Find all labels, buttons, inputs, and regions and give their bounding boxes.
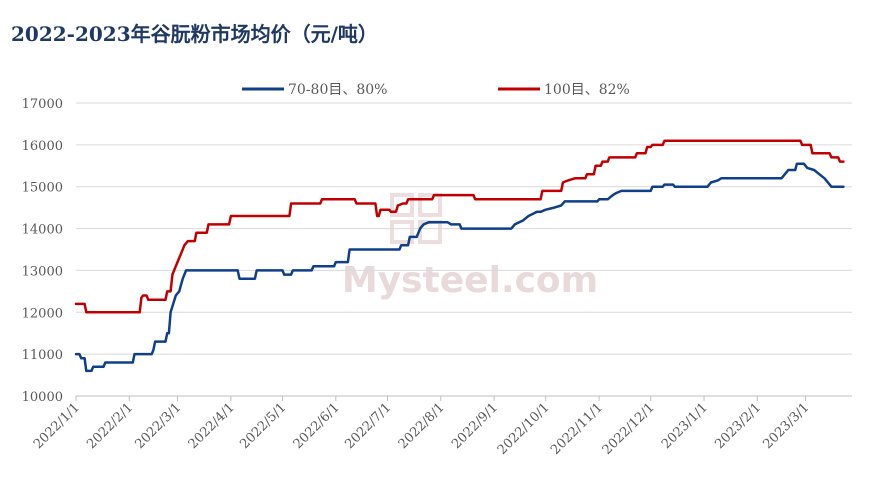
x-tick-label: 2022/8/1 [396,400,448,452]
x-tick-label: 2022/1/1 [31,400,83,452]
watermark-text: Mysteel.com [342,260,598,301]
x-tick-label: 2023/2/1 [712,400,764,452]
watermark-logo-box [418,193,442,217]
y-tick-label: 16000 [22,139,63,154]
x-tick-label: 2022/9/1 [449,400,501,452]
x-tick-label: 2022/5/1 [237,400,289,452]
y-tick-label: 15000 [22,181,63,196]
x-tick-label: 2022/2/1 [84,400,136,452]
x-tick-label: 2023/1/1 [659,400,711,452]
y-tick-label: 13000 [22,264,63,279]
x-tick-label: 2022/11/1 [548,400,606,458]
x-tick-label: 2022/10/1 [495,400,553,458]
watermark-logo-box [390,220,414,244]
x-tick-label: 2023/3/1 [760,400,812,452]
y-tick-label: 14000 [22,223,63,238]
chart-title: 2022-2023年谷朊粉市场均价（元/吨） [11,22,378,46]
x-tick-label: 2022/4/1 [186,400,238,452]
y-tick-label: 10000 [22,390,63,405]
legend-label-2: 100目、82% [544,82,630,98]
y-tick-label: 12000 [22,306,63,321]
series-line-1 [74,162,845,373]
x-tick-label: 2022/12/1 [600,400,658,458]
x-tick-label: 2022/7/1 [342,400,394,452]
x-tick-label: 2022/3/1 [132,400,184,452]
legend-label-1: 70-80目、80% [288,82,387,98]
series-line-2 [74,139,845,314]
x-tick-label: 2022/6/1 [291,400,343,452]
y-tick-label: 17000 [22,97,63,112]
watermark-logo [390,193,442,244]
y-tick-label: 11000 [22,348,63,363]
watermark-logo-box [390,193,414,217]
